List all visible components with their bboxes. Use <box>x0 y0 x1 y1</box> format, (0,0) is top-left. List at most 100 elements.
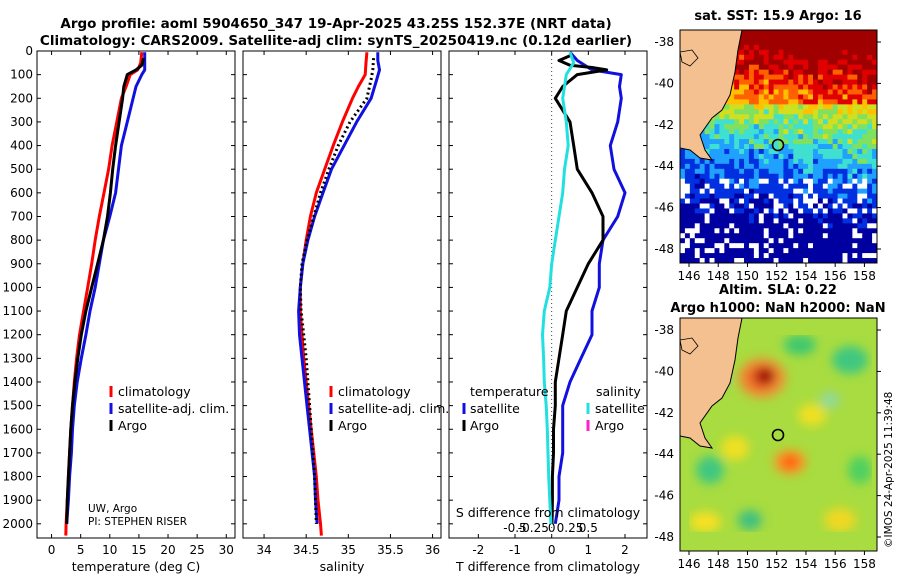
sst-cell <box>753 178 760 185</box>
sst-cell <box>862 163 868 170</box>
sst-cell <box>822 99 829 105</box>
sst-cell <box>748 139 755 145</box>
sst-cell <box>798 134 804 140</box>
sst-cell <box>857 74 863 80</box>
sla-anomaly-yellow <box>721 436 749 460</box>
sst-cell <box>704 163 710 170</box>
sst-cell <box>753 248 760 254</box>
sst-cell <box>822 148 829 155</box>
sst-cell <box>680 238 686 244</box>
sst-cell <box>724 109 730 115</box>
sst-cell <box>842 223 848 229</box>
sst-cell <box>812 64 819 71</box>
sst-cell <box>744 198 750 204</box>
sla-anomaly-green3 <box>696 456 724 484</box>
sst-cell <box>817 44 824 51</box>
sst-cell <box>719 134 725 140</box>
legend-sal-satellite-label: satellite <box>595 401 645 416</box>
sst-cell <box>842 188 848 194</box>
temperature-xlabel: temperature (deg C) <box>72 559 201 574</box>
sst-cell <box>758 139 765 145</box>
sst-cell <box>709 218 715 224</box>
sst-cell <box>867 114 873 120</box>
sst-cell <box>748 178 755 185</box>
sst-cell <box>709 129 715 135</box>
sst-cell <box>808 168 814 175</box>
sst-cell <box>832 178 838 185</box>
sst-cell <box>778 59 784 66</box>
sst-cell <box>739 248 745 254</box>
sla-map <box>680 318 877 551</box>
sst-cell <box>714 163 720 170</box>
sst-cell <box>842 198 848 204</box>
sst-cell <box>817 168 824 175</box>
sst-cell <box>822 228 829 234</box>
sst-cell <box>837 49 843 56</box>
sst-cell <box>753 193 760 199</box>
sst-cell <box>704 139 710 145</box>
series-argo <box>65 57 146 524</box>
sst-cell <box>852 79 858 85</box>
sst-cell <box>867 89 873 95</box>
sst-cell <box>763 198 770 204</box>
sst-cell <box>778 74 784 80</box>
sst-cell <box>739 39 745 46</box>
sst-cell <box>847 54 853 61</box>
sst-cell <box>793 129 799 135</box>
sst-cell <box>793 144 799 150</box>
sst-cell <box>680 198 686 204</box>
sst-cell <box>763 69 770 76</box>
sst-cell <box>812 213 819 219</box>
sst-cell <box>783 139 789 145</box>
sst-cell <box>867 59 873 66</box>
sst-cell <box>768 74 774 80</box>
sst-cell <box>798 203 804 209</box>
sst-cell <box>832 69 838 76</box>
sst-cell <box>753 129 760 135</box>
sst-cell <box>832 59 838 66</box>
sst-cell <box>768 238 774 244</box>
sst-cell <box>808 203 814 209</box>
sst-cell <box>699 163 706 170</box>
sst-cell <box>724 243 730 249</box>
sst-cell <box>773 198 779 204</box>
sst-cell <box>763 238 770 244</box>
sst-cell <box>842 218 848 224</box>
sst-cell <box>734 183 740 190</box>
sst-cell <box>857 64 863 71</box>
sst-cell <box>788 173 794 180</box>
sst-cell <box>694 158 701 165</box>
sst-cell <box>758 258 765 263</box>
sst-cell <box>699 173 706 180</box>
sst-cell <box>778 148 784 155</box>
sst-cell <box>788 119 794 125</box>
sst-cell <box>793 44 799 51</box>
sst-cell <box>822 134 829 140</box>
sst-cell <box>837 139 843 145</box>
sst-cell <box>788 243 794 249</box>
sst-cell <box>803 198 809 204</box>
sst-cell <box>684 163 691 170</box>
sst-cell <box>857 109 863 115</box>
sst-cell <box>847 198 853 204</box>
sst-cell <box>867 248 873 254</box>
sst-cell <box>798 89 804 95</box>
sst-cell <box>748 223 755 229</box>
sst-cell <box>719 213 725 219</box>
sst-cell <box>719 228 725 234</box>
sst-cell <box>729 99 735 105</box>
sst-cell <box>768 158 774 165</box>
sst-cell <box>748 168 755 175</box>
sst-cell <box>734 79 740 85</box>
sst-cell <box>739 208 745 214</box>
sst-cell <box>763 203 770 209</box>
sst-cell <box>808 44 814 51</box>
sst-cell <box>857 258 863 263</box>
sst-cell <box>773 144 779 150</box>
sst-cell <box>724 188 730 194</box>
sst-cell <box>783 109 789 115</box>
sst-cell <box>729 233 735 239</box>
y-tick-label: 100 <box>10 68 33 82</box>
sst-cell <box>827 238 834 244</box>
sst-cell <box>729 114 735 120</box>
